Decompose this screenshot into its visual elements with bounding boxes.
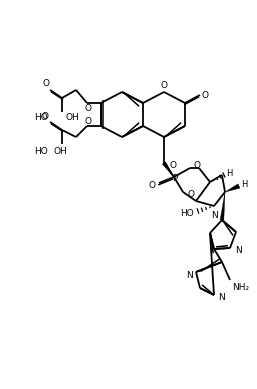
Text: H: H [226,168,232,177]
Text: OH: OH [66,112,80,121]
Polygon shape [162,162,174,177]
Text: O: O [169,161,176,170]
Text: HO: HO [180,209,194,217]
Text: O: O [42,79,50,88]
Text: N: N [186,270,193,280]
Text: O: O [201,91,208,100]
Polygon shape [220,192,225,220]
Text: O: O [41,112,49,121]
Text: N: N [218,293,225,303]
Text: OH: OH [53,147,67,156]
Text: H: H [241,179,247,189]
Text: HO: HO [34,147,48,156]
Text: O: O [187,189,194,198]
Text: O: O [161,81,168,89]
Text: N: N [211,210,218,219]
Text: N: N [235,245,242,254]
Text: P: P [172,173,178,182]
Text: O: O [85,103,91,112]
Text: HO: HO [34,112,48,121]
Text: O: O [194,161,201,170]
Text: O: O [149,180,155,189]
Text: NH₂: NH₂ [232,282,249,291]
Text: O: O [85,116,91,126]
Polygon shape [225,184,240,192]
